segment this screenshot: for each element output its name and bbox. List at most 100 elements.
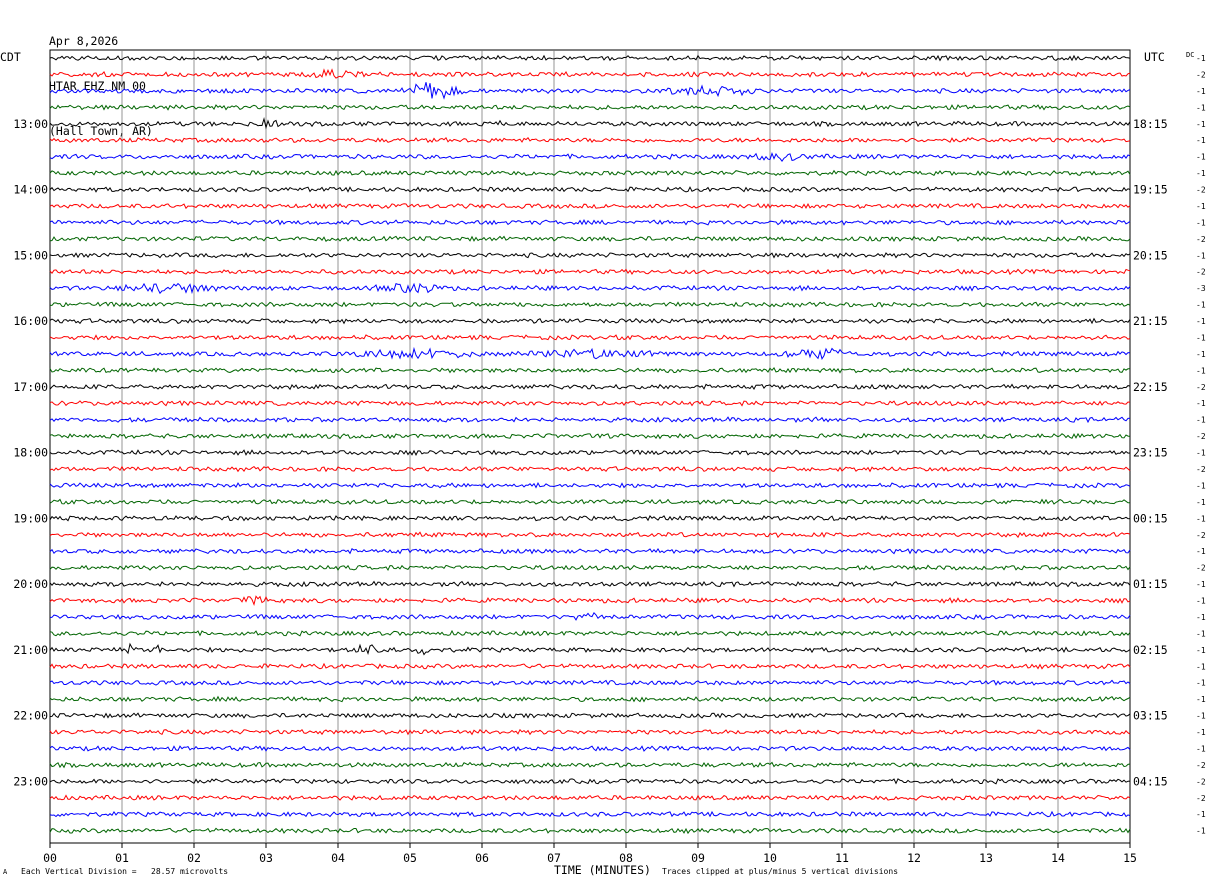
x-tick-label: 04	[331, 851, 345, 865]
trace-line-13	[49, 268, 1131, 276]
trace-line-2	[49, 82, 1131, 100]
right-time-label: 21:15	[1133, 314, 1168, 328]
trace-line-7	[49, 169, 1131, 177]
right-time-label: 03:15	[1133, 709, 1168, 723]
right-time-label: 20:15	[1133, 248, 1168, 262]
dc-offset-label: -1	[1196, 498, 1206, 507]
dc-offset-label: -2	[1196, 268, 1206, 277]
dc-header-label: DC	[1186, 51, 1194, 59]
x-tick-label: 11	[835, 851, 849, 865]
trace-line-6	[49, 152, 1131, 162]
dc-offset-label: -1	[1196, 169, 1206, 178]
trace-line-29	[49, 531, 1131, 539]
minute-gridlines	[121, 50, 1059, 843]
trace-line-28	[49, 514, 1131, 522]
station-location: (Hall Town, AR)	[49, 124, 153, 138]
left-time-label: 16:00	[13, 314, 48, 328]
corner-mark: A	[3, 868, 8, 876]
left-time-label: 14:00	[13, 183, 48, 197]
dc-offset-label: -1	[1196, 728, 1206, 737]
right-time-label: 01:15	[1133, 577, 1168, 591]
dc-offset-label: -2	[1196, 794, 1206, 803]
record-date: Apr 8,2026	[49, 34, 119, 48]
plot-frame	[49, 49, 1131, 844]
dc-offset-label: -1	[1196, 597, 1206, 606]
x-tick-label: 03	[259, 851, 273, 865]
right-time-label: 04:15	[1133, 774, 1168, 788]
trace-line-25	[49, 465, 1131, 473]
seismic-traces	[49, 54, 1131, 835]
right-time-label: 18:15	[1133, 117, 1168, 131]
trace-line-31	[49, 564, 1131, 572]
trace-line-19	[49, 366, 1131, 374]
left-time-label: 17:00	[13, 380, 48, 394]
dc-offset-label: -2	[1196, 70, 1206, 79]
trace-line-21	[49, 400, 1131, 407]
trace-line-24	[49, 449, 1131, 457]
dc-offset-label: -1	[1196, 136, 1206, 145]
trace-line-22	[49, 416, 1131, 424]
trace-line-20	[49, 383, 1131, 391]
dc-offset-label: -1	[1196, 103, 1206, 112]
trace-line-11	[49, 235, 1131, 243]
trace-line-41	[49, 728, 1131, 736]
dc-offset-label: -1	[1196, 629, 1206, 638]
left-time-label: 13:00	[13, 117, 48, 131]
x-tick-label: 05	[403, 851, 417, 865]
x-tick-label: 06	[475, 851, 489, 865]
x-tick-label: 14	[1051, 851, 1065, 865]
dc-offset-label: -1	[1196, 712, 1206, 721]
trace-line-26	[49, 481, 1131, 489]
x-tick-label: 00	[43, 851, 57, 865]
dc-offset-label: -2	[1196, 235, 1206, 244]
trace-line-9	[49, 202, 1131, 210]
x-tick-label: 01	[115, 851, 129, 865]
time-labels: 13:00 14:00 15:00 16:00 17:00 18:00 19:00 20:00…	[13, 117, 1167, 789]
trace-line-10	[49, 218, 1131, 226]
dc-offset-label: -1	[1196, 580, 1206, 589]
trace-line-18	[49, 346, 1131, 361]
trace-line-44	[49, 778, 1131, 785]
trace-line-3	[49, 104, 1131, 111]
dc-offset-label: -1	[1196, 514, 1206, 523]
dc-offset-label: -1	[1196, 695, 1206, 704]
trace-line-12	[49, 252, 1131, 259]
left-time-label: 21:00	[13, 643, 48, 657]
trace-line-14	[49, 282, 1131, 295]
left-timezone-label: CDT	[0, 50, 21, 64]
right-time-label: 23:15	[1133, 446, 1168, 460]
trace-line-43	[49, 761, 1131, 769]
dc-offset-label: -1	[1196, 87, 1206, 96]
trace-line-23	[49, 432, 1131, 440]
trace-line-4	[49, 116, 1131, 130]
dc-offset-label: -1	[1196, 827, 1206, 836]
dc-offset-label: -1	[1196, 202, 1206, 211]
scale-value: 28.57 microvolts	[151, 867, 229, 876]
x-tick-label: 08	[619, 851, 633, 865]
dc-offset-label: -1	[1196, 350, 1206, 359]
trace-line-40	[49, 712, 1131, 719]
dc-offset-label: -2	[1196, 186, 1206, 195]
dc-offset-label: -1	[1196, 744, 1206, 753]
dc-offset-label: -2	[1196, 564, 1206, 573]
dc-offset-label: -1	[1196, 662, 1206, 671]
dc-offset-label: -1	[1196, 218, 1206, 227]
trace-line-32	[49, 580, 1131, 588]
trace-line-16	[49, 317, 1131, 325]
dc-offset-label: -1	[1196, 153, 1206, 162]
dc-offset-label: -2	[1196, 777, 1206, 786]
dc-offset-label: -2	[1196, 432, 1206, 441]
trace-line-46	[49, 810, 1131, 818]
right-time-label: 02:15	[1133, 643, 1168, 657]
left-time-label: 18:00	[13, 446, 48, 460]
trace-line-15	[49, 301, 1131, 308]
trace-line-1	[49, 68, 1131, 79]
scale-note: Each Vertical Division = 28.57 microvolt…	[21, 867, 228, 876]
dc-offset-label: -1	[1196, 301, 1206, 310]
right-timezone-label: UTC	[1144, 50, 1165, 64]
trace-line-39	[49, 695, 1131, 703]
trace-line-35	[49, 629, 1131, 637]
dc-offset-label: -1	[1196, 333, 1206, 342]
trace-line-17	[49, 334, 1131, 341]
